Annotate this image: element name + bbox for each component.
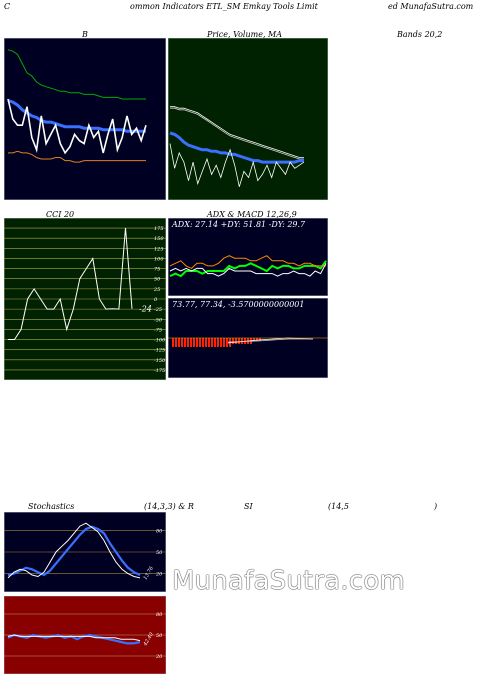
bollinger-series-0 [7, 49, 146, 100]
cci-tick-10: -75 [154, 327, 162, 333]
bollinger-series-1 [7, 99, 146, 133]
macd-bar-23 [241, 338, 243, 344]
rsi-tick-1: 50 [156, 633, 163, 639]
macd-bar-4 [184, 338, 186, 347]
bollinger-series-2 [7, 98, 147, 155]
macd-bar-10 [202, 338, 204, 347]
cci-chart: 175 150 125 100 75 50 25 0 -25 -50 -75 -100 -125 -150… [4, 218, 166, 380]
macd-bar-3 [181, 338, 183, 347]
macd-bar-1 [175, 338, 177, 347]
cci-tick-13: -150 [154, 358, 166, 364]
label-adx-macd: ADX & MACD 12,26,9 [207, 210, 297, 219]
macd-bar-21 [235, 338, 237, 344]
pvm-series-2 [169, 131, 304, 164]
macd-bar-5 [187, 338, 189, 347]
rsi-series-1 [7, 634, 141, 642]
pvm-series-3 [169, 143, 305, 187]
macd-bar-20 [232, 338, 234, 344]
macd-bar-15 [217, 338, 219, 347]
adx-readout: ADX: 27.14 +DY: 51.81 -DY: 29.7 [172, 220, 306, 229]
cci-tick-11: -100 [154, 338, 166, 344]
cci-tick-12: -125 [154, 348, 165, 354]
cci-tick-2: 125 [154, 246, 164, 252]
price-volume-ma-chart [168, 38, 328, 200]
header-title: ommon Indicators ETL_SM Emkay Tools Limi… [130, 2, 318, 11]
bollinger-series-3 [8, 150, 146, 163]
cci-tick-0: 175 [154, 226, 164, 232]
pvm-series-0 [170, 106, 304, 158]
watermark: MunafaSutra.com [172, 566, 406, 596]
macd-signal-line [227, 338, 313, 343]
macd-bar-11 [205, 338, 207, 347]
macd-bar-14 [214, 338, 216, 347]
rsi-tick-0: 80 [156, 612, 163, 618]
ma-extension [328, 110, 358, 140]
header-site: ed MunafaSutra.com [388, 2, 474, 11]
macd-bar-6 [190, 338, 192, 347]
bollinger-chart [4, 38, 166, 200]
adx-series-2 [169, 263, 327, 277]
macd-bar-28 [256, 338, 258, 341]
macd-bar-17 [223, 338, 225, 347]
label-rsi-params: (14,5 [328, 502, 349, 511]
cci-tick-14: -175 [154, 368, 165, 374]
cci-tick-7: 0 [154, 297, 158, 303]
cci-tick-4: 75 [154, 267, 160, 273]
cci-tick-8: -25 [154, 307, 162, 313]
macd-bar-0 [172, 338, 174, 347]
cci-tick-3: 100 [154, 256, 164, 262]
macd-bar-8 [196, 338, 198, 347]
adx-chart [168, 218, 328, 296]
label-close-paren: ) [434, 502, 438, 511]
cci-tick-5: 50 [154, 277, 161, 283]
macd-bar-7 [193, 338, 195, 347]
macd-bar-22 [238, 338, 240, 344]
macd-bar-13 [211, 338, 213, 347]
rsi-tick-2: 20 [155, 654, 163, 660]
cci-tick-1: 150 [154, 236, 164, 242]
label-cci: CCI 20 [46, 210, 75, 219]
macd-readout: 73.77, 77.34, -3.5700000000001 [172, 300, 305, 309]
stoch-tick-1: 50 [156, 550, 163, 556]
macd-bar-16 [220, 338, 222, 347]
cci-tick-6: 25 [153, 287, 160, 293]
stoch-series-0 [7, 525, 141, 577]
cci-value-label: -24 [139, 305, 152, 314]
label-si: SI [244, 502, 253, 511]
macd-chart [168, 298, 328, 378]
cci-series-0 [8, 228, 133, 340]
stoch-tick-2: 20 [155, 572, 163, 578]
cci-tick-9: -50 [154, 317, 163, 323]
label-bollinger: B [82, 30, 88, 39]
adx-series-0 [169, 260, 327, 278]
stoch-tick-0: 80 [156, 528, 163, 534]
adx-series-1 [169, 255, 326, 269]
macd-bar-18 [226, 338, 228, 347]
label-stochastics: Stochastics [28, 502, 75, 511]
macd-bar-2 [178, 338, 180, 347]
macd-bar-12 [208, 338, 210, 347]
pvm-series-1 [170, 107, 304, 160]
label-price-volume-ma: Price, Volume, MA [207, 30, 283, 39]
macd-bar-27 [253, 338, 255, 341]
macd-bar-9 [199, 338, 201, 347]
stoch-series-1 [7, 522, 141, 579]
header-left: C [4, 2, 11, 11]
label-stoch-params: (14,3,3) & R [144, 502, 194, 511]
label-bands: Bands 20,2 [397, 30, 443, 39]
